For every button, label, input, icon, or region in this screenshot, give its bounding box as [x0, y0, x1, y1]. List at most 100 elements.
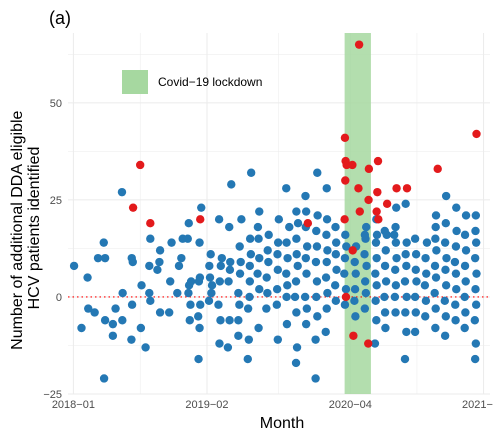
data-point-highlight — [135, 160, 145, 170]
data-point — [461, 211, 471, 220]
data-point — [370, 339, 380, 348]
data-point — [174, 261, 184, 271]
data-point — [371, 296, 380, 306]
data-point — [360, 304, 370, 313]
data-point — [166, 277, 175, 286]
data-point — [255, 207, 264, 216]
data-point — [185, 316, 194, 325]
data-point — [390, 292, 400, 302]
data-point — [226, 257, 235, 267]
data-point — [360, 277, 370, 286]
data-point — [77, 323, 86, 333]
data-point — [282, 292, 291, 302]
data-point — [330, 281, 340, 290]
data-point — [389, 230, 399, 240]
data-point — [255, 253, 264, 263]
data-point-highlight — [348, 246, 357, 255]
data-point — [322, 215, 332, 224]
data-point — [235, 300, 244, 309]
data-point — [301, 191, 310, 201]
data-point — [471, 284, 480, 294]
data-point — [470, 253, 480, 263]
data-point — [184, 219, 193, 228]
data-point — [205, 273, 215, 282]
data-point — [362, 261, 371, 271]
data-point — [127, 335, 136, 344]
data-point — [322, 184, 331, 193]
y-tick-label: −25 — [43, 389, 62, 401]
data-point — [440, 238, 450, 247]
data-point — [341, 284, 351, 294]
data-point — [215, 339, 224, 348]
data-point — [451, 300, 460, 309]
data-point-highlight — [433, 164, 442, 174]
data-point-highlight — [372, 207, 381, 216]
data-point — [431, 211, 441, 220]
data-point — [282, 319, 292, 329]
data-point — [216, 261, 226, 271]
data-point — [340, 269, 349, 278]
data-point-highlight — [196, 215, 205, 224]
data-point-highlight — [392, 184, 401, 193]
data-point — [452, 284, 461, 294]
data-point — [331, 222, 340, 232]
data-point — [293, 261, 302, 271]
data-point — [410, 234, 420, 243]
data-point — [431, 222, 440, 232]
data-point — [461, 246, 471, 255]
data-point — [99, 238, 108, 247]
data-point — [402, 327, 411, 337]
data-point — [351, 312, 360, 321]
data-point — [195, 238, 204, 247]
y-axis-title-line1: Number of additional DDA eligible — [9, 111, 26, 350]
data-point — [155, 246, 165, 255]
data-point — [108, 319, 118, 329]
data-point — [263, 288, 272, 298]
data-point — [183, 234, 192, 243]
data-point — [205, 261, 214, 271]
data-point — [292, 207, 301, 216]
data-point — [380, 226, 389, 236]
data-point-highlight — [364, 339, 373, 348]
data-point — [421, 253, 430, 263]
data-point — [100, 253, 110, 263]
data-point — [371, 269, 380, 278]
panel-label: (a) — [49, 8, 71, 28]
data-point — [410, 292, 420, 302]
data-point — [411, 308, 420, 317]
data-point — [400, 354, 410, 364]
data-point — [194, 354, 203, 364]
data-point — [460, 292, 469, 302]
data-point — [173, 288, 182, 298]
data-point — [331, 296, 341, 306]
data-point — [274, 215, 284, 224]
data-point — [234, 316, 243, 325]
data-point — [381, 277, 391, 286]
data-point — [237, 215, 246, 224]
data-point — [264, 230, 273, 240]
data-point — [217, 253, 227, 263]
data-point — [245, 277, 255, 286]
data-point — [301, 319, 311, 329]
data-point-highlight — [303, 219, 313, 228]
data-point — [243, 354, 252, 364]
data-point — [146, 296, 155, 306]
data-point — [332, 265, 341, 274]
data-point — [331, 238, 341, 247]
data-point-highlight — [402, 184, 412, 193]
data-point — [177, 253, 186, 263]
legend-label-lockdown: Covid−19 lockdown — [158, 75, 262, 89]
data-point — [421, 312, 430, 321]
data-point — [380, 308, 390, 317]
data-point — [272, 300, 282, 309]
data-point — [401, 199, 410, 208]
data-point — [351, 269, 360, 278]
data-point — [111, 304, 120, 313]
data-point — [432, 246, 441, 255]
data-point-highlight — [348, 160, 357, 170]
data-point — [312, 292, 321, 302]
data-point — [224, 277, 233, 286]
data-point — [301, 207, 311, 216]
data-point — [401, 250, 410, 259]
